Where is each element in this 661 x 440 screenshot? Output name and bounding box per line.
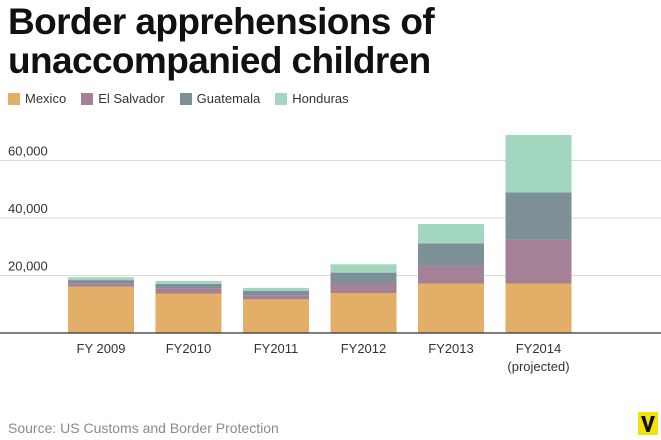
bar-fy2009-guatemala <box>68 280 134 284</box>
bar-fy2014-honduras <box>505 134 572 193</box>
bar-fy2013-honduras <box>418 224 484 244</box>
bar-fy2013-guatemala <box>418 243 484 267</box>
legend-label-mexico: Mexico <box>25 91 67 106</box>
chart-title-line-2: unaccompanied children <box>8 40 431 81</box>
legend-swatch-guatemala <box>179 92 192 105</box>
bar-fy2010-honduras <box>155 280 222 284</box>
y-tick-label-20000: 20,000 <box>8 259 48 274</box>
legend-swatch-mexico <box>8 92 20 105</box>
legend-item-guatemala: Guatemala <box>179 91 261 106</box>
bar-fy2012-honduras <box>330 264 397 273</box>
bar-fy2014-mexico <box>505 283 572 333</box>
bar-fy2012-guatemala <box>330 272 397 284</box>
bar-fy2012-el-salvador <box>330 283 397 294</box>
x-tick-label-5: FY2014 <box>516 341 562 356</box>
chart-title-line-1: Border apprehensions of <box>8 1 435 42</box>
bar-fy2009-mexico <box>68 286 134 333</box>
source-note: Source: US Customs and Border Protection <box>8 420 279 436</box>
publisher-logo <box>638 412 658 435</box>
bar-fy2009-honduras <box>68 277 134 281</box>
legend-label-guatemala: Guatemala <box>196 91 261 106</box>
legend: Mexico El Salvador Guatemala Honduras <box>8 91 364 106</box>
bar-fy2011-mexico <box>243 299 309 333</box>
bar-fy2011-guatemala <box>243 290 309 296</box>
x-tick-label-1: FY2010 <box>166 341 212 356</box>
legend-swatch-honduras <box>275 92 288 105</box>
x-tick-label-0: FY 2009 <box>77 341 126 356</box>
x-tick-label-3: FY2012 <box>341 341 387 356</box>
bar-fy2013-el-salvador <box>418 266 484 284</box>
bar-fy2010-guatemala <box>155 283 222 289</box>
bar-fy2013-mexico <box>418 283 484 333</box>
legend-item-mexico: Mexico <box>8 91 66 106</box>
x-tick-label-2: FY2011 <box>254 341 299 356</box>
bar-fy2010-el-salvador <box>155 288 222 294</box>
y-tick-label-40000: 40,000 <box>8 201 48 216</box>
legend-swatch-el-salvador <box>81 92 94 105</box>
y-tick-label-60000: 60,000 <box>8 144 48 159</box>
legend-label-el-salvador: El Salvador <box>98 91 165 106</box>
v-logo-icon <box>641 415 655 432</box>
x-tick-sublabel-5: (projected) <box>507 359 569 374</box>
x-tick-label-4: FY2013 <box>428 341 474 356</box>
bar-fy2012-mexico <box>330 293 397 333</box>
bar-fy2014-guatemala <box>505 192 572 240</box>
legend-item-honduras: Honduras <box>275 91 349 106</box>
bar-fy2009-el-salvador <box>68 283 134 287</box>
bar-fy2011-el-salvador <box>243 295 309 300</box>
bar-fy2010-mexico <box>155 293 222 333</box>
legend-label-honduras: Honduras <box>292 91 349 106</box>
legend-item-el-salvador: El Salvador <box>81 91 165 106</box>
chart-title: Border apprehensions of unaccompanied ch… <box>8 1 435 81</box>
bar-fy2014-el-salvador <box>505 239 572 284</box>
bar-fy2011-honduras <box>243 287 309 291</box>
